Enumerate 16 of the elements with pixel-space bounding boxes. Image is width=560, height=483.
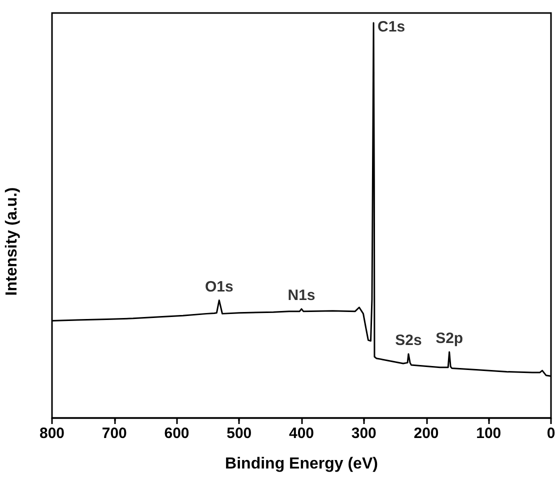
x-axis-title: Binding Energy (eV) bbox=[225, 456, 378, 472]
x-tick-label: 700 bbox=[102, 425, 127, 442]
annotation: S2p bbox=[436, 330, 464, 348]
x-tick-label: 0 bbox=[546, 425, 556, 442]
x-tick-label: 800 bbox=[39, 425, 65, 442]
annotation: O1s bbox=[204, 278, 234, 296]
x-tick-label: 400 bbox=[288, 425, 314, 442]
annotation: S2s bbox=[395, 332, 422, 349]
annotation: C1s bbox=[378, 18, 406, 36]
x-tick-label: 600 bbox=[164, 425, 190, 442]
x-tick-label: 200 bbox=[414, 425, 439, 442]
x-tick-label: 500 bbox=[226, 425, 252, 442]
x-tick-label: 300 bbox=[351, 425, 376, 442]
annotation: N1s bbox=[288, 286, 316, 304]
x-tick-label: 100 bbox=[476, 425, 502, 442]
y-axis-title: Intensity (a.u.) bbox=[4, 187, 20, 296]
